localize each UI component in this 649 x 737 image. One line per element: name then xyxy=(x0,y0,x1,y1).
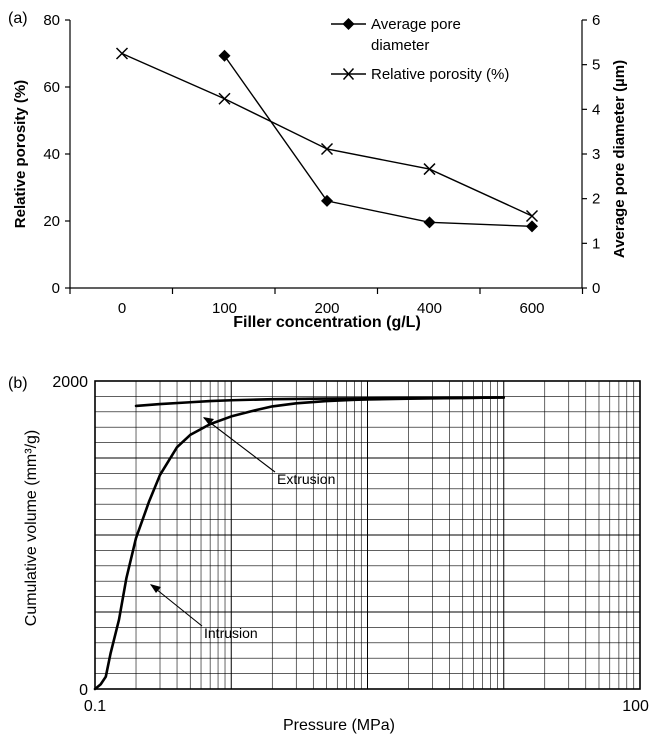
panel-b-label: (b) xyxy=(8,375,28,392)
right-y-tick-label: 5 xyxy=(592,57,600,74)
porosity-point xyxy=(320,142,334,156)
extrusion-arrow xyxy=(203,417,276,473)
right-y-tick-labels: 0 1 2 3 4 5 6 xyxy=(582,12,600,297)
extrusion-label: Extrusion xyxy=(277,471,335,487)
panel-b-chart: (b) 0 2000 0.1 1000 Cumulative volume (mm³/… xyxy=(8,374,649,734)
left-y-tick-labels: 0 20 40 60 80 xyxy=(43,12,70,297)
right-y-tick-label: 6 xyxy=(592,12,600,29)
panel-a-axes xyxy=(69,20,583,289)
panel-b-grid xyxy=(94,381,640,689)
x-tick-label: 0 xyxy=(118,300,126,317)
intrusion-label: Intrusion xyxy=(204,625,258,641)
x-tick-label: 200 xyxy=(314,300,339,317)
porosity-point xyxy=(423,163,436,176)
panel-b-tick-labels: 0 2000 0.1 1000 xyxy=(52,374,649,715)
extrusion-arrowhead xyxy=(203,417,214,425)
panel-a-chart: (a) 0 20 40 60 80 0 1 2 3 4 5 6 0 100 200 400 600 Rela… xyxy=(8,10,628,331)
right-y-axis-title: Average pore diameter (µm) xyxy=(611,60,628,258)
panel-a-series xyxy=(115,47,539,233)
x-axis-title: Pressure (MPa) xyxy=(283,717,395,734)
x-axis-title: Filler concentration (g/L) xyxy=(233,314,421,331)
pore-diameter-point xyxy=(218,49,231,62)
pore-diameter-point xyxy=(321,194,333,207)
x-tick-labels: 0 100 200 400 600 xyxy=(69,288,584,317)
intrusion-arrow xyxy=(150,584,203,627)
right-y-tick-label: 2 xyxy=(592,191,600,208)
plot-frame xyxy=(94,380,641,690)
porosity-point xyxy=(218,92,231,105)
legend: Average pore diameter Relative porosity … xyxy=(331,16,509,83)
panel-a-label: (a) xyxy=(8,10,28,27)
left-y-tick-label: 20 xyxy=(43,213,60,230)
annotations: Extrusion Intrusion xyxy=(150,417,335,641)
left-y-tick-label: 60 xyxy=(43,79,60,96)
porosity-point xyxy=(115,47,129,60)
left-y-tick-label: 0 xyxy=(52,280,60,297)
pore-diameter-point xyxy=(526,220,538,233)
intrusion-arrowhead xyxy=(150,584,161,593)
x-tick-label: 100 xyxy=(212,300,237,317)
legend-label-pore-diameter-line2: diameter xyxy=(371,37,429,54)
y-tick-label: 0 xyxy=(79,682,88,699)
y-tick-label: 2000 xyxy=(52,374,88,391)
right-y-tick-label: 1 xyxy=(592,235,600,252)
right-y-tick-label: 3 xyxy=(592,146,600,163)
legend-label-porosity: Relative porosity (%) xyxy=(371,66,509,83)
right-y-tick-label: 4 xyxy=(592,101,600,118)
legend-diamond-marker xyxy=(342,18,355,30)
intrusion-curve xyxy=(93,396,506,691)
x-tick-label: 400 xyxy=(417,300,442,317)
extrusion-curve xyxy=(134,396,506,408)
x-tick-label: 0.1 xyxy=(84,698,106,715)
panel-b-series xyxy=(93,396,506,691)
legend-x-marker xyxy=(342,67,355,81)
pore-diameter-point xyxy=(423,216,436,229)
x-tick-label: 600 xyxy=(519,300,544,317)
right-y-tick-label: 0 xyxy=(592,280,600,297)
left-y-tick-label: 40 xyxy=(43,146,60,163)
legend-label-pore-diameter-line1: Average pore xyxy=(371,16,461,33)
y-axis-title: Cumulative volume (mm³/g) xyxy=(23,430,40,626)
left-y-tick-label: 80 xyxy=(43,12,60,29)
pore-diameter-line xyxy=(223,55,533,228)
x-tick-label: 1000 xyxy=(622,698,649,715)
porosity-point xyxy=(525,209,539,223)
left-y-axis-title: Relative porosity (%) xyxy=(12,80,29,228)
